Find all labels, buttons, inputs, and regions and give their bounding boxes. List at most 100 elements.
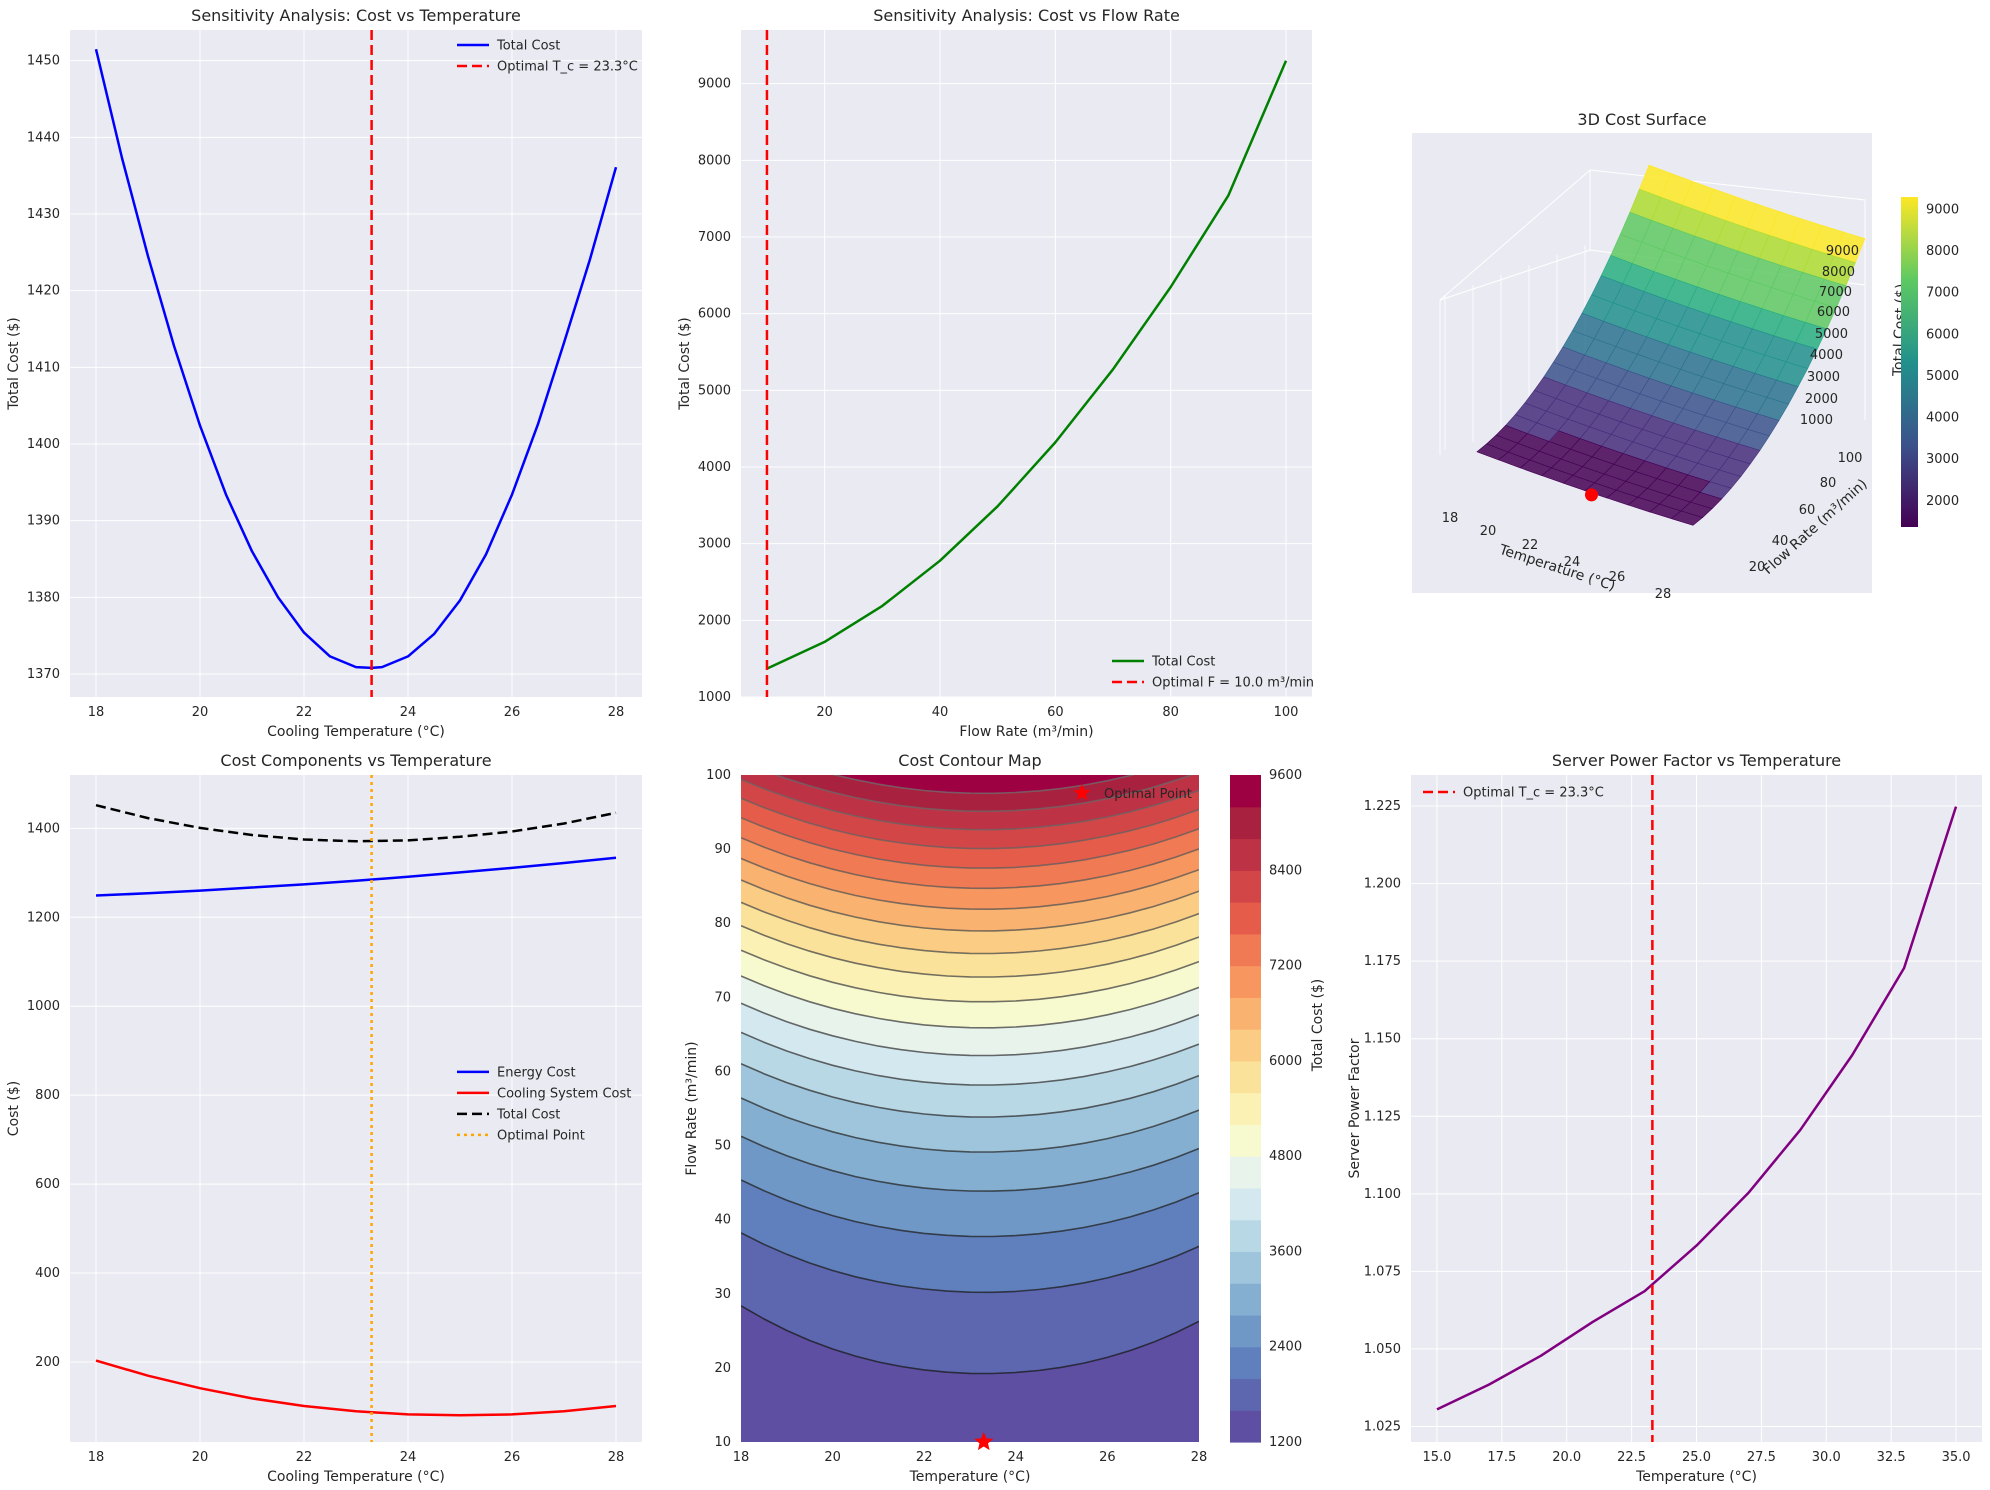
x-tick-label: 30.0 [1812, 1450, 1841, 1465]
colorbar-tick-label: 9600 [1269, 768, 1302, 783]
x-tick-label: 40 [932, 705, 949, 720]
contour-line [741, 817, 1199, 869]
contour-line [741, 857, 1199, 911]
x-tick-label: 80 [1162, 705, 1179, 720]
contour-line [741, 778, 1199, 831]
contour-line [741, 1031, 1199, 1086]
y-tick-label: 8000 [698, 153, 731, 168]
colorbar-label: Total Cost ($) [1310, 979, 1326, 1073]
y-tick-label: 5000 [698, 383, 731, 398]
y-tick-label: 6000 [698, 307, 731, 322]
y-tick-label: 20 [714, 1361, 731, 1376]
contour-line [741, 949, 1199, 1003]
y-tick-label: 2000 [698, 613, 731, 628]
colorbar-tick-label: 7000 [1926, 286, 1959, 301]
contour-line [741, 797, 1199, 850]
z-tick-label: 1000 [1800, 413, 1833, 428]
contour-line [831, 775, 1136, 795]
y-tick-label: 1.025 [1364, 1419, 1401, 1434]
colorbar-band [1230, 838, 1261, 871]
x-tick-label: 28 [608, 705, 625, 720]
colorbar-band [1230, 933, 1261, 967]
y-tick-label: 1000 [27, 999, 60, 1014]
colorbar-band [1230, 965, 1261, 998]
y-tick-label: 1200 [27, 910, 60, 925]
y-tick-label: 1390 [27, 514, 60, 529]
pane-edge [1439, 169, 1866, 301]
legend-swatch [1073, 784, 1091, 801]
y-axis-label: Server Power Factor [1347, 1038, 1363, 1178]
y-tick-label: 1000 [698, 690, 731, 705]
y-tick-label: 60 [714, 1064, 731, 1079]
z-tick-label: 8000 [1822, 265, 1855, 280]
colorbar-tick-label: 2400 [1269, 1340, 1302, 1355]
y-axis-label: Total Cost ($) [6, 317, 22, 411]
chart-p1: 18 20 22 24 26 28 1370 1380 1390 1400 1410 1420 1430… [6, 6, 642, 740]
plot-area [70, 775, 642, 1442]
y-tick-label: 1.125 [1364, 1109, 1401, 1124]
y-tick-label: 1450 [27, 54, 60, 69]
y-tick-label: 200 [35, 1355, 60, 1370]
y-tick-label: 30 [714, 1287, 731, 1302]
y-tick-label: 9000 [698, 77, 731, 92]
legend-entry: Cooling System Cost [497, 1086, 631, 1101]
plot-area [741, 30, 1312, 697]
x-tick-label: 20 [1480, 524, 1497, 539]
x-tick-label: 60 [1047, 705, 1064, 720]
contour-line [741, 1179, 1199, 1238]
x-tick-label: 24 [400, 705, 417, 720]
contour-line [741, 1097, 1199, 1153]
z-tick-label: 4000 [1810, 348, 1843, 363]
contour-line [741, 1062, 1199, 1118]
y-tick-label: 100 [706, 768, 731, 783]
y-tick-label: 600 [35, 1177, 60, 1192]
series-line-1 [94, 48, 618, 670]
legend-entry: Optimal Point [497, 1128, 585, 1143]
x-tick-label: 22 [1522, 538, 1539, 553]
legend-entry: Total Cost [496, 1107, 560, 1122]
series-line-3 [95, 803, 617, 843]
contour-fills [741, 775, 1199, 1442]
colorbar-band [1230, 1187, 1261, 1221]
x-tick-label: 22 [296, 1450, 313, 1465]
contour-line [741, 1002, 1199, 1057]
chart-p6: 15.0 17.5 20.0 22.5 25.0 27.5 30.0 32.5 35.0 1.02… [1347, 751, 1982, 1485]
y-tick-label: 1400 [27, 821, 60, 836]
legend-entry: Total Cost [496, 39, 560, 54]
x-tick-label: 18 [88, 705, 105, 720]
series-line-2 [95, 1359, 617, 1417]
legend-entry: Optimal Point [1104, 787, 1192, 802]
y-tick-label: 1.150 [1364, 1032, 1401, 1047]
z-tick-label: 7000 [1819, 285, 1852, 300]
chart-p2: 20 40 60 80 100 1000 2000 3000 4000 5000 6000 7000 8… [677, 6, 1314, 740]
x-tick-label: 100 [1274, 705, 1299, 720]
optimal-point-marker [974, 1432, 994, 1451]
colorbar-band [1230, 1251, 1261, 1284]
x-tick-label: 28 [1191, 1450, 1208, 1465]
colorbar-band [1230, 1092, 1261, 1125]
y-tick-label: 1420 [27, 284, 60, 299]
colorbar-band [1230, 1410, 1261, 1443]
colorbar-tick-label: 7200 [1269, 959, 1302, 974]
x-tick-label: 20 [192, 1450, 209, 1465]
contour-line [741, 924, 1199, 978]
x-tick-label: 28 [1655, 587, 1672, 602]
y-tick-label: 1.075 [1364, 1264, 1401, 1279]
colorbar-tick-label: 9000 [1926, 202, 1959, 217]
legend-entry: Optimal F = 10.0 m³/min [1152, 676, 1314, 691]
colorbar-band [1230, 1378, 1261, 1411]
legend-entry: Optimal T_c = 23.3°C [497, 60, 638, 75]
contour-line [741, 1232, 1199, 1294]
plot-area [70, 30, 642, 697]
surface-patch [1476, 443, 1509, 461]
colorbar-tick-label: 4000 [1926, 411, 1959, 426]
x-tick-label: 20 [816, 705, 833, 720]
x-tick-label: 22 [916, 1450, 933, 1465]
y-tick-label: 60 [1799, 503, 1816, 518]
x-tick-label: 32.5 [1877, 1450, 1906, 1465]
y-tick-label: 1370 [27, 667, 60, 682]
x-tick-label: 18 [1442, 511, 1459, 526]
y-tick-label: 1.225 [1364, 799, 1401, 814]
y-axis-label: Cost ($) [6, 1081, 22, 1136]
